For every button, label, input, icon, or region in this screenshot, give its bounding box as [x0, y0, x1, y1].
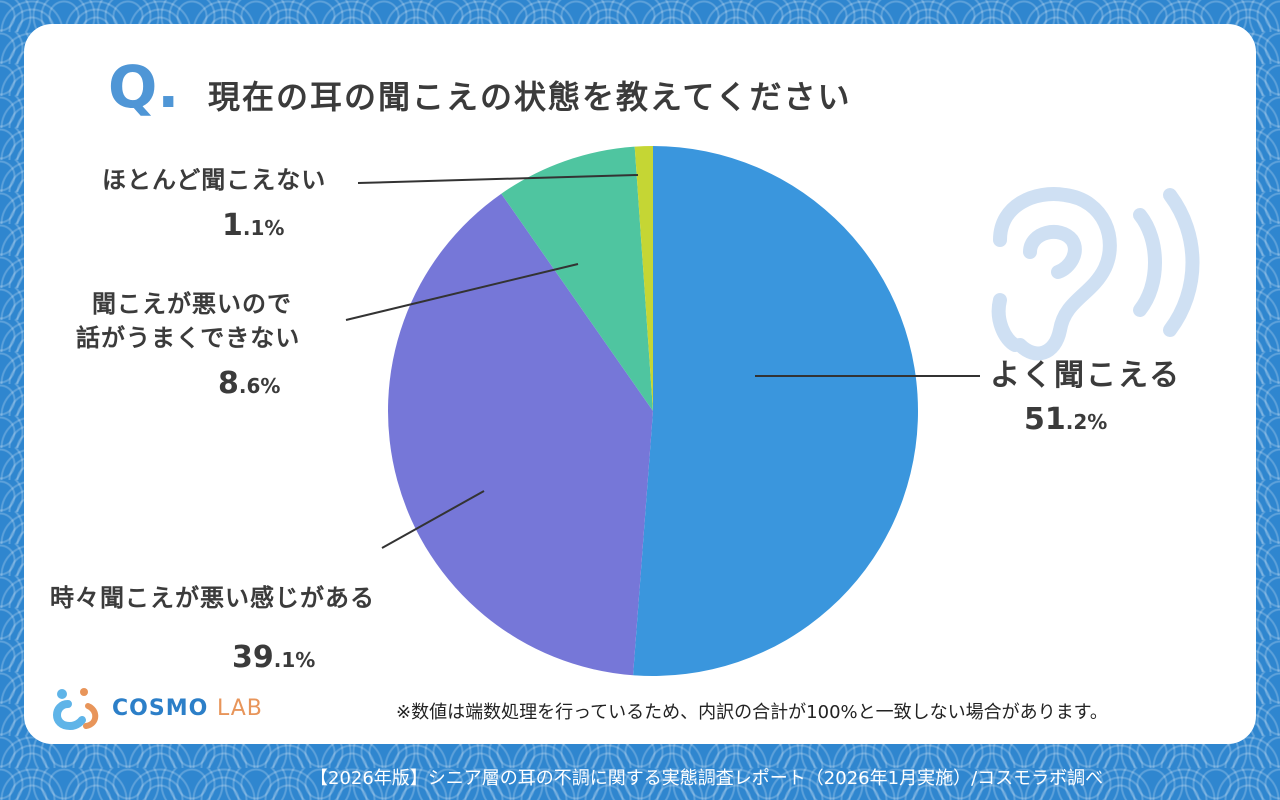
cosmo-lab-logo: COSMO LAB: [48, 686, 263, 730]
leader-line-none: [357, 174, 639, 184]
percent-sometimes: 39.1%: [232, 640, 316, 675]
pie-slice-poor: [501, 146, 653, 411]
pie-slice-sometimes: [388, 193, 653, 676]
ear-icon: [991, 187, 1200, 361]
percent-poor: 8.6%: [218, 366, 281, 401]
label-good: よく聞こえる: [990, 358, 1182, 393]
label-poor-line1: 聞こえが悪いので: [92, 290, 292, 318]
leader-line-sometimes: [381, 490, 485, 549]
label-poor-line2: 話がうまくできない: [76, 324, 301, 352]
rounding-note: ※数値は端数処理を行っているため、内訳の合計が100%と一致しない場合があります…: [396, 702, 1108, 723]
logo-mark-icon: [53, 688, 99, 730]
percent-none: 1.1%: [222, 208, 285, 243]
percent-good: 51.2%: [1024, 402, 1108, 437]
pie-slice-none: [634, 146, 653, 411]
leader-line-poor: [345, 263, 579, 321]
pie-slice-good: [633, 146, 918, 676]
footer-source: 【2026年版】シニア層の耳の不調に関する実態調査レポート（2026年1月実施）…: [310, 768, 1104, 789]
label-sometimes: 時々聞こえが悪い感じがある: [50, 584, 375, 612]
chart-title: 現在の耳の聞こえの状態を教えてください: [208, 78, 852, 116]
question-mark: Q.: [108, 53, 180, 121]
label-none: ほとんど聞こえない: [102, 166, 327, 194]
